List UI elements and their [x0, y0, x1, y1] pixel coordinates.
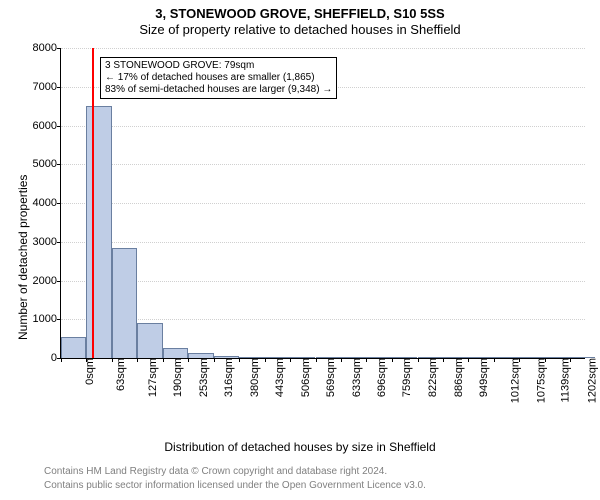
x-tick-mark	[392, 358, 393, 362]
x-tick-mark	[86, 358, 87, 362]
y-tick-label: 4000	[33, 197, 61, 209]
x-tick-label: 1202sqm	[582, 358, 598, 403]
y-tick-label: 1000	[33, 313, 61, 325]
x-tick-label: 316sqm	[219, 358, 235, 397]
annotation-line-3: 83% of semi-detached houses are larger (…	[105, 84, 332, 96]
x-tick-mark	[265, 358, 266, 362]
annotation-line-2: ← 17% of detached houses are smaller (1,…	[105, 72, 332, 84]
gridline	[61, 164, 585, 165]
x-tick-mark	[163, 358, 164, 362]
gridline	[61, 281, 585, 282]
histogram-bar	[86, 106, 111, 358]
chart-subtitle: Size of property relative to detached ho…	[0, 22, 600, 37]
x-tick-label: 0sqm	[80, 358, 96, 385]
x-tick-label: 949sqm	[474, 358, 490, 397]
x-tick-label: 443sqm	[270, 358, 286, 397]
footer-line-2: Contains public sector information licen…	[44, 480, 426, 491]
x-tick-mark	[214, 358, 215, 362]
x-tick-mark	[239, 358, 240, 362]
x-tick-label: 822sqm	[423, 358, 439, 397]
chart-container: 3, STONEWOOD GROVE, SHEFFIELD, S10 5SS S…	[0, 0, 600, 500]
x-tick-mark	[418, 358, 419, 362]
x-tick-mark	[468, 358, 469, 362]
x-tick-mark	[112, 358, 113, 362]
histogram-bar	[112, 248, 137, 358]
x-tick-mark	[316, 358, 317, 362]
x-tick-mark	[494, 358, 495, 362]
x-tick-mark	[290, 358, 291, 362]
x-tick-label: 569sqm	[321, 358, 337, 397]
property-marker-line	[92, 48, 94, 358]
y-tick-label: 7000	[33, 81, 61, 93]
x-tick-label: 886sqm	[449, 358, 465, 397]
y-tick-label: 6000	[33, 120, 61, 132]
x-tick-label: 190sqm	[169, 358, 185, 397]
x-tick-mark	[443, 358, 444, 362]
x-tick-label: 63sqm	[111, 358, 127, 391]
x-tick-label: 380sqm	[245, 358, 261, 397]
annotation-line-1: 3 STONEWOOD GROVE: 79sqm	[105, 60, 332, 72]
x-tick-mark	[545, 358, 546, 362]
x-tick-mark	[519, 358, 520, 362]
x-tick-mark	[61, 358, 62, 362]
histogram-bar	[137, 323, 162, 358]
gridline	[61, 48, 585, 49]
x-tick-label: 1012sqm	[506, 358, 522, 403]
histogram-bar	[61, 337, 86, 358]
x-tick-mark	[341, 358, 342, 362]
gridline	[61, 242, 585, 243]
x-tick-label: 1075sqm	[531, 358, 547, 403]
x-tick-mark	[188, 358, 189, 362]
y-tick-label: 8000	[33, 42, 61, 54]
x-axis-label: Distribution of detached houses by size …	[0, 440, 600, 454]
x-tick-mark	[366, 358, 367, 362]
x-tick-label: 1139sqm	[556, 358, 572, 402]
gridline	[61, 319, 585, 320]
y-axis-label: Number of detached properties	[16, 175, 30, 340]
histogram-bar	[163, 348, 188, 358]
gridline	[61, 203, 585, 204]
x-tick-label: 633sqm	[347, 358, 363, 397]
x-tick-label: 127sqm	[143, 358, 159, 397]
footer-line-1: Contains HM Land Registry data © Crown c…	[44, 466, 387, 477]
x-tick-label: 759sqm	[398, 358, 414, 397]
chart-title: 3, STONEWOOD GROVE, SHEFFIELD, S10 5SS	[0, 6, 600, 21]
x-tick-label: 696sqm	[372, 358, 388, 397]
x-tick-label: 506sqm	[296, 358, 312, 397]
y-tick-label: 5000	[33, 158, 61, 170]
y-tick-label: 0	[51, 352, 61, 364]
y-tick-label: 2000	[33, 275, 61, 287]
y-tick-label: 3000	[33, 236, 61, 248]
annotation-box: 3 STONEWOOD GROVE: 79sqm ← 17% of detach…	[100, 57, 337, 99]
x-tick-mark	[570, 358, 571, 362]
x-tick-label: 253sqm	[194, 358, 210, 397]
gridline	[61, 126, 585, 127]
x-tick-mark	[137, 358, 138, 362]
